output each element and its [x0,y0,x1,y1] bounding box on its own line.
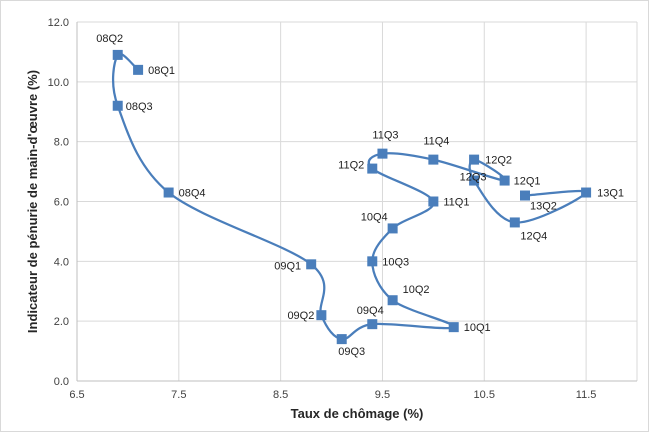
data-point-marker [499,175,510,186]
point-label: 10Q4 [361,211,388,223]
data-point-marker [336,334,347,345]
point-label: 08Q4 [179,188,206,200]
data-point-marker [520,190,530,201]
point-label: 11Q2 [338,160,364,172]
y-axis-title: Indicateur de pénurie de main-d'œuvre (%… [25,70,40,333]
data-point-marker [387,223,398,234]
point-label: 11Q3 [372,130,398,142]
y-tick-label: 2.0 [54,316,69,328]
y-tick-label: 12.0 [48,17,69,29]
data-point-marker [469,154,480,165]
data-point-marker [367,256,378,267]
y-tick-label: 0.0 [54,376,69,388]
data-point-marker [316,310,327,321]
point-label: 09Q3 [338,346,365,358]
data-point-marker [448,322,459,333]
point-label: 12Q2 [485,155,512,167]
data-point-marker [509,217,520,228]
point-label: 08Q1 [148,65,175,77]
point-label: 12Q3 [460,172,487,184]
y-tick-label: 10.0 [48,77,69,89]
data-point-marker [133,64,144,75]
point-label: 09Q4 [357,305,384,317]
point-label: 12Q4 [520,230,547,242]
data-point-marker [377,148,388,159]
point-label: 11Q1 [443,197,469,209]
point-label: 11Q4 [423,136,449,148]
data-point-marker [163,187,174,198]
x-tick-label: 8.5 [273,389,288,401]
data-point-marker [428,154,439,165]
data-point-marker [367,163,378,174]
y-tick-label: 6.0 [54,197,69,209]
x-tick-label: 9.5 [375,389,390,401]
point-label: 10Q2 [403,284,430,296]
data-point-marker [469,175,480,186]
data-point-marker [367,319,378,330]
x-tick-label: 10.5 [474,389,495,401]
point-label: 09Q2 [287,310,314,322]
point-label: 10Q1 [464,322,491,334]
x-axis-title: Taux de chômage (%) [291,406,424,421]
x-tick-label: 6.5 [69,389,84,401]
point-label: 13Q1 [597,188,624,200]
point-label: 10Q3 [382,256,409,268]
data-point-marker [387,295,398,306]
point-label: 09Q1 [274,260,301,272]
data-point-marker [428,196,439,207]
data-series [111,49,592,345]
axes: 0.0 2.0 4.0 6.0 8.0 10.0 12.0 6.5 7.5 8.5 9.5 10.5 1… [48,17,637,401]
point-label: 12Q1 [514,176,541,188]
y-tick-label: 8.0 [54,137,69,149]
point-labels: 08Q1 08Q2 08Q3 08Q4 09Q1 09Q2 09Q3 09Q4 10Q1 10Q2… [96,33,624,358]
data-point-marker [306,259,317,270]
data-point-marker [581,187,592,198]
point-label: 08Q3 [126,101,153,113]
point-label: 13Q2 [530,201,557,213]
y-tick-label: 4.0 [54,256,69,268]
x-tick-label: 7.5 [171,389,186,401]
point-label: 08Q2 [96,33,123,45]
data-point-marker [112,100,123,111]
data-point-marker [112,49,123,60]
x-tick-label: 11.5 [576,389,597,401]
